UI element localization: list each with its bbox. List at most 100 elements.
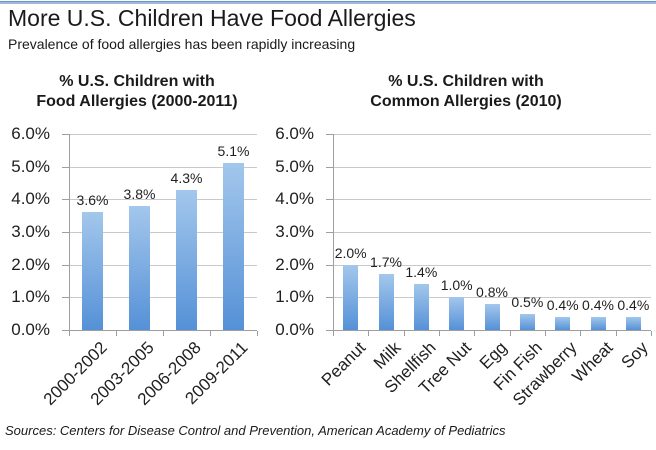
gridline	[69, 134, 257, 135]
bar-2009-2011	[223, 163, 244, 330]
x-axis-tick	[474, 331, 476, 336]
x-axis-tick	[545, 331, 546, 336]
y-axis-tick	[62, 134, 69, 135]
y-axis-tick	[62, 264, 69, 266]
y-axis-line	[333, 134, 334, 330]
x-axis-tick	[509, 331, 511, 336]
gridline	[69, 232, 257, 233]
bar-peanut	[343, 264, 359, 330]
y-axis-tick	[62, 166, 69, 168]
y-axis-tick-label: 1.0%	[11, 287, 50, 307]
y-axis-tick	[62, 330, 69, 331]
y-axis-tick-label: 2.0%	[275, 254, 314, 274]
x-axis-tick	[163, 331, 164, 336]
x-axis-tick	[580, 331, 582, 336]
page-subtitle: Prevalence of food allergies has been ra…	[8, 36, 356, 52]
x-axis-tick	[257, 331, 258, 336]
x-axis-tick	[116, 331, 117, 336]
bar-2006-2008	[176, 189, 197, 330]
y-axis-tick	[62, 199, 69, 201]
bar-2000-2002	[82, 212, 103, 330]
gridline	[69, 166, 257, 168]
y-axis-tick-label: 4.0%	[11, 189, 50, 209]
y-axis-tick-label: 4.0%	[275, 189, 314, 209]
bar-strawberry	[555, 316, 571, 330]
bar-data-label: 2.0%	[334, 244, 367, 261]
y-axis-tick-label: 3.0%	[11, 222, 50, 241]
gridline	[69, 264, 257, 266]
chart-title-line: Food Allergies (2000-2011)	[36, 93, 238, 110]
bar-data-label: 1.0%	[440, 277, 473, 294]
bar-data-label: 1.7%	[370, 254, 402, 271]
y-axis-tick-label: 0.0%	[275, 320, 314, 339]
bar-data-label: 3.8%	[123, 185, 156, 202]
y-axis-tick-label: 3.0%	[275, 222, 314, 241]
bar-data-label: 0.8%	[476, 283, 508, 300]
gridline	[333, 166, 651, 168]
y-axis-tick-label: 1.0%	[275, 287, 314, 307]
y-axis-tick	[326, 264, 333, 266]
x-axis-tick	[403, 331, 405, 336]
chart-title-line: Common Allergies (2010)	[370, 93, 562, 110]
y-axis-tick	[326, 134, 333, 135]
bar-fin-fish	[519, 313, 535, 330]
y-axis-tick-label: 5.0%	[11, 156, 50, 176]
x-axis-tick	[615, 331, 617, 336]
chart-title-left: % U.S. Children with Food Allergies (2000…	[0, 72, 297, 112]
y-axis-tick	[326, 232, 333, 233]
y-axis-tick-label: 2.0%	[11, 254, 50, 274]
bar-egg	[484, 303, 500, 330]
bar-data-label: 0.5%	[511, 293, 544, 310]
y-axis-tick	[326, 166, 333, 168]
page-title: More U.S. Children Have Food Allergies	[8, 5, 416, 31]
x-axis-line	[69, 330, 257, 331]
bar-data-label: 3.6%	[76, 192, 109, 209]
y-axis-tick-label: 0.0%	[11, 320, 50, 339]
x-axis-tick	[333, 331, 334, 336]
x-axis-tick	[368, 331, 370, 336]
gridline	[333, 134, 651, 135]
bar-data-label: 0.4%	[582, 296, 614, 313]
bar-tree-nut	[449, 297, 465, 330]
y-axis-tick-label: 6.0%	[275, 124, 314, 143]
bar-data-label: 1.4%	[405, 264, 438, 281]
bar-2003-2005	[129, 205, 150, 330]
y-axis-tick	[326, 297, 333, 299]
x-axis-category-text: Wheat	[568, 338, 617, 387]
x-axis-category-text: Peanut	[317, 338, 370, 390]
bar-data-label: 0.4%	[546, 296, 579, 313]
gridline	[333, 199, 651, 201]
chart-title-line: % U.S. Children with	[388, 73, 544, 90]
bar-shellfish	[413, 284, 429, 330]
gridline	[333, 264, 651, 266]
gridline	[333, 297, 651, 299]
y-axis-tick	[62, 232, 69, 233]
chart-title-line: % U.S. Children with	[59, 73, 215, 90]
y-axis-tick	[326, 199, 333, 201]
x-axis-tick	[651, 331, 652, 336]
bar-data-label: 5.1%	[217, 143, 250, 160]
gridline	[333, 232, 651, 233]
x-axis-tick	[69, 331, 70, 336]
source-citation: Sources: Centers for Disease Control and…	[5, 423, 506, 438]
y-axis-tick	[326, 330, 333, 331]
y-axis-tick-label: 6.0%	[11, 124, 50, 143]
y-axis-tick-label: 5.0%	[275, 156, 314, 176]
y-axis-tick	[62, 297, 69, 299]
bar-milk	[378, 274, 394, 330]
bar-data-label: 0.4%	[617, 296, 650, 313]
x-axis-line	[333, 330, 651, 331]
top-accent-line	[0, 1, 656, 4]
bar-soy	[625, 316, 641, 330]
y-axis-line	[69, 134, 70, 330]
gridline	[69, 297, 257, 299]
x-axis-tick	[210, 331, 211, 336]
x-axis-tick	[439, 331, 440, 336]
bar-data-label: 4.3%	[170, 169, 203, 186]
x-axis-category-text: Soy	[617, 338, 652, 373]
bar-wheat	[590, 316, 606, 330]
gridline	[69, 199, 257, 201]
